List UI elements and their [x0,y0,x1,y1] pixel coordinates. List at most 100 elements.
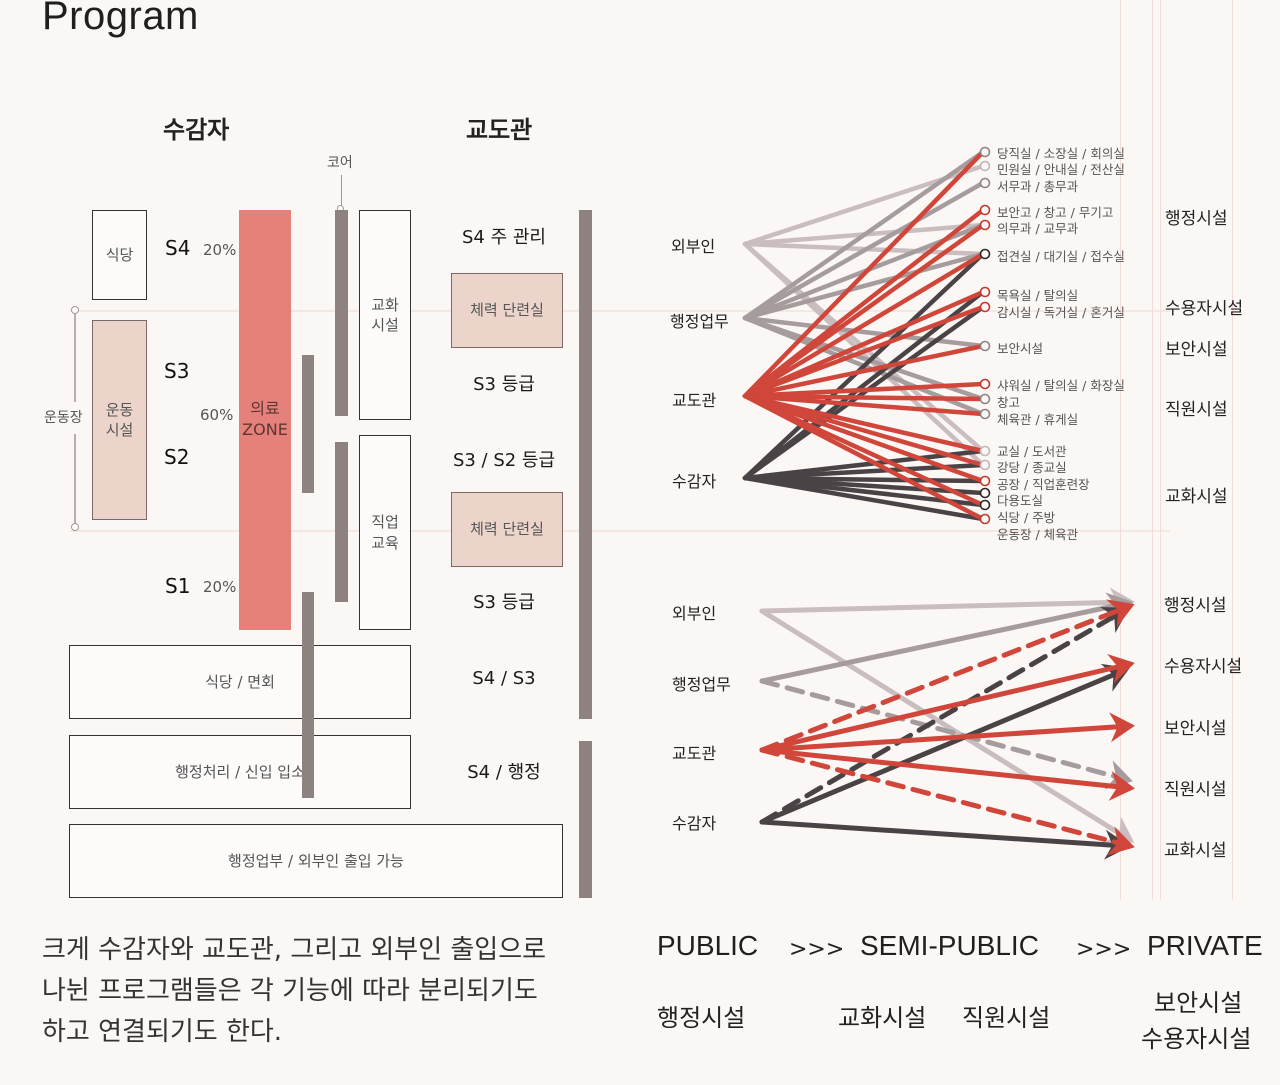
playground-bracket-line-bottom [74,434,76,524]
vocational-label: 직업 교육 [371,513,399,552]
gym-box-2: 체력 단련실 [451,492,563,567]
category-staff: 직원시설 [1165,400,1228,420]
medical-zone: 의료 ZONE [239,210,291,630]
core-label: 코어 [327,155,353,171]
room-label: 공장 / 직업훈련장 [997,477,1090,492]
network-source-inmate: 수감자 [672,472,717,491]
zone-private: PRIVATE [1147,930,1263,961]
pct-s1: 20% [203,578,237,596]
gym-label-2: 체력 단련실 [470,520,544,539]
exercise-facility-box: 운동 시설 [92,320,147,520]
officer-corridor-bar [579,210,592,719]
category-inmate-facility: 수용자시설 [1165,299,1244,319]
core-leader-line [341,175,342,207]
gym-box-1: 체력 단련실 [451,273,563,348]
flow-target-admin: 행정시설 [1164,596,1227,616]
level-s4: S4 [165,236,191,260]
room-label: 다용도실 [997,493,1044,508]
vocational-box: 직업 교육 [359,435,411,630]
zone-semi-item-1: 교화시설 [838,1004,927,1032]
room-label: 의무과 / 교무과 [997,221,1079,236]
description-line: 하고 연결되기도 한다. [42,1017,283,1047]
flow-target-rehab: 교화시설 [1164,841,1227,861]
core-bar [335,442,348,602]
room-label: 운동장 / 체육관 [997,527,1079,542]
rehab-facility-box: 교화 시설 [359,210,411,420]
pct-mid: 60% [200,406,234,424]
cafeteria-label: 식당 [105,245,134,264]
room-label: 목욕실 / 탈의실 [997,288,1079,303]
medical-zone-label: 의료 ZONE [242,399,288,439]
level-s2: S2 [164,445,190,469]
room-label: 보안시설 [997,341,1044,356]
flow-target-inmate-facility: 수용자시설 [1164,657,1243,677]
flow-target-security: 보안시설 [1164,719,1227,739]
admin-intake-label: 행정처리 / 신입 입소 [175,762,305,781]
inmate-header: 수감자 [163,116,230,144]
category-admin: 행정시설 [1165,209,1228,229]
room-label: 식당 / 주방 [997,510,1056,525]
zone-private-item-2: 수용자시설 [1141,1025,1252,1053]
room-label: 보안고 / 창고 / 무기고 [997,205,1114,220]
admin-visitor-label: 행정업부 / 외부인 출입 가능 [228,851,404,870]
category-rehab: 교화시설 [1165,487,1228,507]
network-source-admin: 행정업무 [670,312,729,331]
background-line [1152,0,1153,900]
exercise-facility-label: 운동 시설 [105,400,134,439]
page-title: Program [42,0,199,38]
flow-source-admin: 행정업무 [672,675,731,694]
level-s1: S1 [165,574,191,598]
flow-target-staff: 직원시설 [1164,780,1227,800]
room-label: 접견실 / 대기실 / 접수실 [997,249,1125,264]
background-line [1160,0,1161,900]
description-line: 크게 수감자와 교도관, 그리고 외부인 출입으로 [42,935,547,965]
room-label: 교실 / 도서관 [997,444,1067,459]
grade-label: S3 / S2 등급 [452,450,556,471]
officer-header: 교도관 [466,116,533,144]
room-label: 체육관 / 휴게실 [997,412,1079,427]
room-label: 감시실 / 독거실 / 혼거실 [997,305,1125,320]
background-line [1120,0,1121,900]
zone-public: PUBLIC [657,930,759,961]
admin-visitor-box: 행정업부 / 외부인 출입 가능 [69,824,563,898]
description-line: 나뉜 프로그램들은 각 기능에 따라 분리되기도 [42,976,538,1006]
grade-label: S4 주 관리 [461,227,546,248]
room-label: 당직실 / 소장실 / 회의실 [997,146,1125,161]
background-line [70,530,1170,532]
gym-label-1: 체력 단련실 [470,301,544,320]
grade-label: S3 등급 [473,592,535,613]
zone-semi-item-2: 직원시설 [962,1004,1051,1032]
cafeteria-visit-label: 식당 / 면회 [205,672,275,691]
flow-source-outsider: 외부인 [672,604,717,623]
flow-source-inmate: 수감자 [672,814,717,833]
zone-arrow-2: >>> [1076,937,1132,962]
playground-bracket-top [71,306,79,314]
network-source-officer: 교도관 [672,391,717,410]
grade-label: S4 / 행정 [467,762,541,783]
cafeteria-box: 식당 [92,210,147,300]
cafeteria-visit-box: 식당 / 면회 [69,645,411,719]
grade-label: S3 등급 [473,374,535,395]
description-paragraph: 크게 수감자와 교도관, 그리고 외부인 출입으로 나뉜 프로그램들은 각 기능… [42,930,622,1053]
zone-private-item-1: 보안시설 [1154,989,1243,1017]
room-label: 서무과 / 총무과 [997,179,1079,194]
network-source-outsider: 외부인 [671,237,716,256]
background-line [70,310,1170,312]
zone-semi-public: SEMI-PUBLIC [860,930,1039,961]
corridor-bar [302,355,314,493]
room-label: 샤워실 / 탈의실 / 화장실 [997,378,1125,393]
admin-intake-box: 행정처리 / 신입 입소 [69,735,411,809]
zone-public-items: 행정시설 [657,1004,746,1032]
pct-s4: 20% [203,241,237,259]
level-s3: S3 [164,359,190,383]
playground-label: 운동장 [44,410,83,426]
playground-bracket-bottom [71,523,79,531]
zone-arrow-1: >>> [789,937,845,962]
grade-label: S4 / S3 [472,668,536,689]
category-security: 보안시설 [1165,340,1228,360]
flow-source-officer: 교도관 [672,744,717,763]
background-line [1232,0,1233,900]
rehab-facility-label: 교화 시설 [371,295,399,334]
playground-bracket-line-top [74,314,76,402]
